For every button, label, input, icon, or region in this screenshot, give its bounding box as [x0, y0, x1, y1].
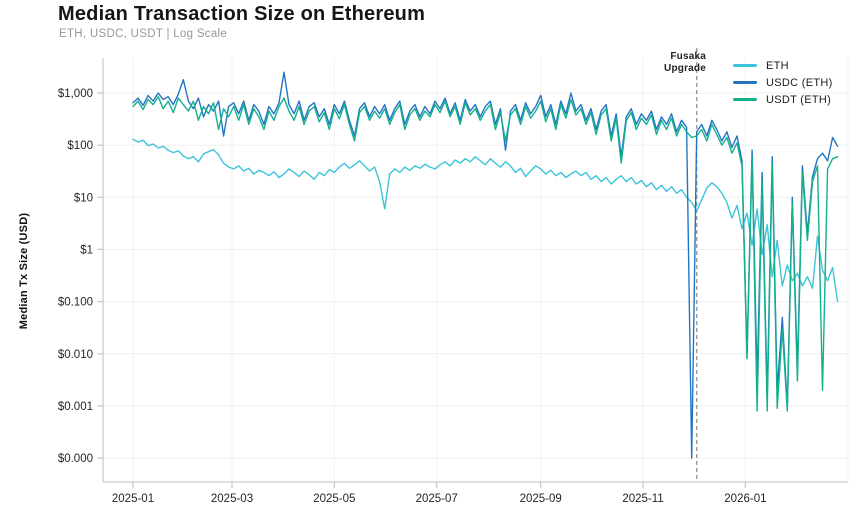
v-gridlines	[132, 58, 849, 482]
y-tick-label: $1,000	[58, 88, 93, 100]
x-tick-label: 2025-11	[622, 493, 663, 505]
series-line-usdc-eth	[132, 71, 839, 459]
axis-spines	[102, 58, 848, 483]
x-tick-label: 2025-03	[211, 493, 253, 505]
y-tick-label: $0.010	[58, 349, 93, 361]
x-tick-label: 2025-09	[520, 493, 562, 505]
series-line-usdt-eth	[132, 95, 839, 412]
h-gridlines	[103, 92, 848, 459]
y-tick-label: $10	[74, 192, 93, 204]
x-tick-label: 2025-05	[313, 493, 355, 505]
y-axis-ticks: $1,000 $100 $10 $1 $0.100 $0.010 $0.001 $0.000	[58, 88, 103, 465]
annotation-fusaka-upgrade: Fusaka Upgrade	[630, 51, 706, 74]
series-line-eth	[132, 138, 839, 303]
x-axis-ticks: 2025-01 2025-03 2025-05 2025-07 2025-09 2025-…	[112, 482, 767, 505]
legend-label: USDC (ETH)	[766, 76, 833, 89]
legend-item: USDC (ETH)	[733, 76, 833, 89]
legend-label: USDT (ETH)	[766, 93, 832, 106]
legend-swatch	[733, 81, 757, 84]
legend-item: USDT (ETH)	[733, 93, 833, 106]
y-axis-label: Median Tx Size (USD)	[18, 212, 30, 330]
legend-item: ETH	[733, 59, 833, 72]
legend-swatch	[733, 64, 757, 67]
x-tick-label: 2025-01	[112, 493, 154, 505]
legend-swatch	[733, 98, 757, 101]
y-tick-label: $0.000	[58, 453, 93, 465]
y-tick-label: $0.001	[58, 401, 93, 413]
legend-label: ETH	[766, 59, 789, 72]
annotation-line2: Upgrade	[664, 62, 706, 74]
y-tick-label: $100	[67, 140, 93, 152]
legend: ETH USDC (ETH) USDT (ETH)	[733, 59, 833, 106]
annotation-line1: Fusaka	[670, 51, 706, 62]
chart-subtitle: ETH, USDC, USDT | Log Scale	[59, 28, 228, 40]
chart-title: Median Transaction Size on Ethereum	[58, 3, 426, 25]
x-tick-label: 2026-01	[724, 493, 766, 505]
y-tick-label: $0.100	[58, 297, 93, 309]
x-tick-label: 2025-07	[416, 493, 458, 505]
y-tick-label: $1	[80, 244, 93, 256]
